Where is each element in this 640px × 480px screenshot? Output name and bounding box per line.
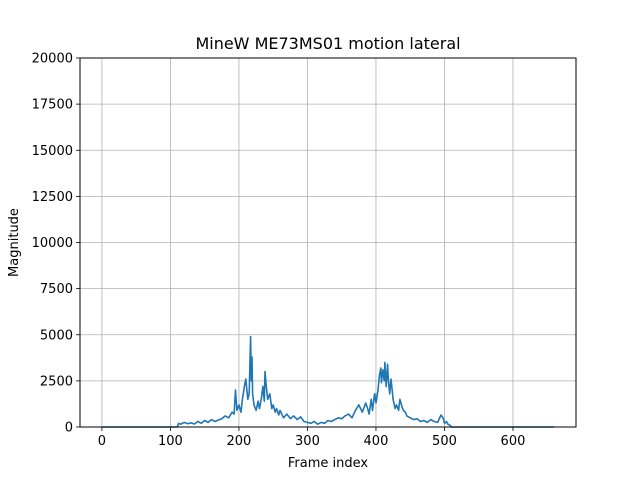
- y-tick-label: 2500: [40, 374, 73, 389]
- y-tick-label: 12500: [32, 190, 73, 205]
- y-tick-label: 7500: [40, 282, 73, 297]
- y-tick-label: 17500: [32, 98, 73, 113]
- chart-title: MineW ME73MS01 motion lateral: [195, 34, 460, 53]
- series-line-0: [101, 335, 555, 428]
- x-axis-label: Frame index: [288, 456, 369, 471]
- x-tick-label: 0: [98, 434, 106, 449]
- x-tick-label: 300: [295, 434, 320, 449]
- x-tick-label: 500: [432, 434, 457, 449]
- x-tick-label: 400: [364, 434, 389, 449]
- ticks: 0 100 200 300 400 500 600 0 2500 5000 7500 10000 125…: [32, 52, 526, 450]
- y-tick-label: 15000: [32, 144, 73, 159]
- y-tick-label: 0: [65, 421, 73, 436]
- x-tick-label: 200: [227, 434, 252, 449]
- y-axis-label: Magnitude: [7, 208, 22, 277]
- x-tick-label: 100: [158, 434, 183, 449]
- x-tick-label: 600: [501, 434, 526, 449]
- y-tick-label: 5000: [40, 328, 73, 343]
- grid: [80, 57, 576, 428]
- y-tick-label: 10000: [32, 236, 73, 251]
- y-tick-label: 20000: [32, 52, 73, 67]
- series-layer: [101, 335, 555, 428]
